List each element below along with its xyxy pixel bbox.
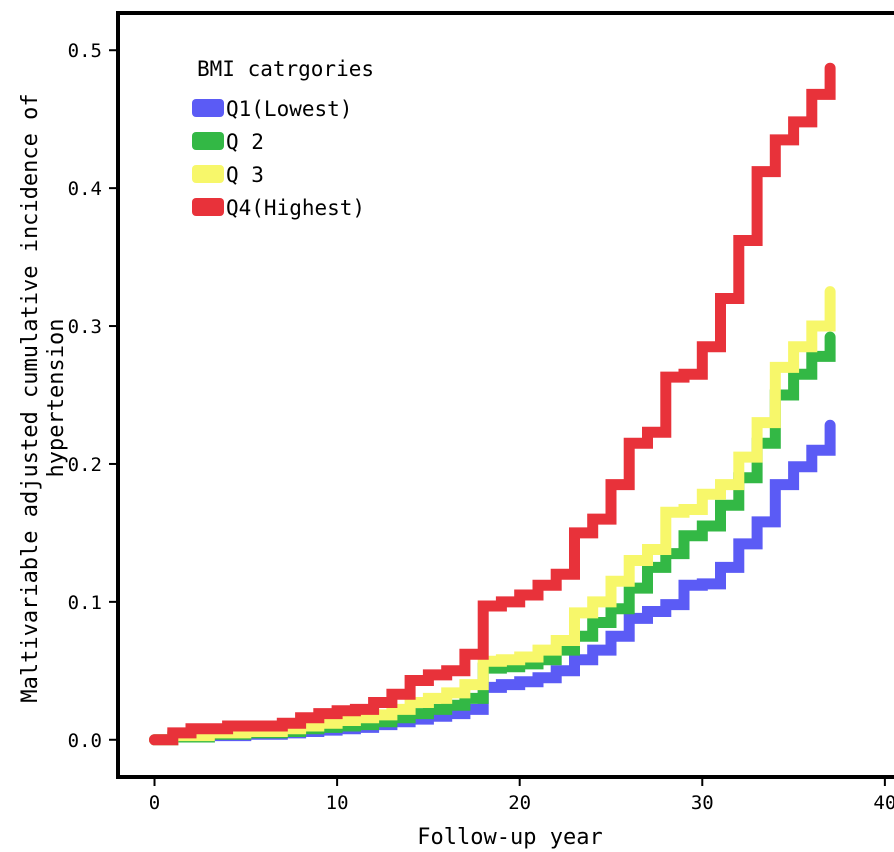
y-tick-label: 0.2 — [68, 454, 102, 476]
x-tick-label: 10 — [326, 792, 349, 814]
y-tick-label: 0.5 — [68, 40, 102, 62]
y-axis-title: Maltivariable adjusted cumulative incide… — [18, 93, 69, 702]
legend-label-3: Q 3 — [226, 163, 264, 187]
x-axis-title: Follow-up year — [417, 825, 602, 850]
legend-label-4: Q4(Highest) — [226, 196, 365, 220]
legend-label-2: Q 2 — [226, 130, 264, 154]
legend-swatch-3 — [192, 165, 224, 183]
legend-swatch-4 — [192, 198, 224, 216]
x-axis: 0 10 20 30 40 — [149, 777, 894, 814]
x-tick-label: 20 — [508, 792, 531, 814]
x-tick-label: 30 — [691, 792, 714, 814]
y-tick-label: 0.3 — [68, 316, 102, 338]
plot-frame — [116, 11, 894, 779]
y-tick-label: 0.1 — [68, 592, 102, 614]
legend-label-1: Q1(Lowest) — [226, 97, 352, 121]
legend-swatch-1 — [192, 99, 224, 117]
y-axis-title-line-1: Maltivariable adjusted cumulative incide… — [18, 93, 43, 702]
series-line-3 — [149, 286, 836, 746]
legend: BMI catrgories Q1(Lowest) Q 2 Q 3 Q4(Highes… — [192, 57, 374, 220]
series-line-4 — [149, 62, 836, 746]
legend-title: BMI catrgories — [197, 57, 374, 81]
series-layer — [149, 62, 836, 746]
y-tick-label: 0.0 — [68, 730, 102, 752]
y-tick-label: 0.4 — [68, 178, 102, 200]
y-axis-title-line-2: hypertension — [44, 319, 69, 478]
y-axis: 0.0 0.1 0.2 0.3 0.4 0.5 — [68, 40, 118, 752]
legend-swatch-2 — [192, 132, 224, 150]
x-tick-label: 0 — [149, 792, 160, 814]
x-tick-label: 40 — [873, 792, 894, 814]
